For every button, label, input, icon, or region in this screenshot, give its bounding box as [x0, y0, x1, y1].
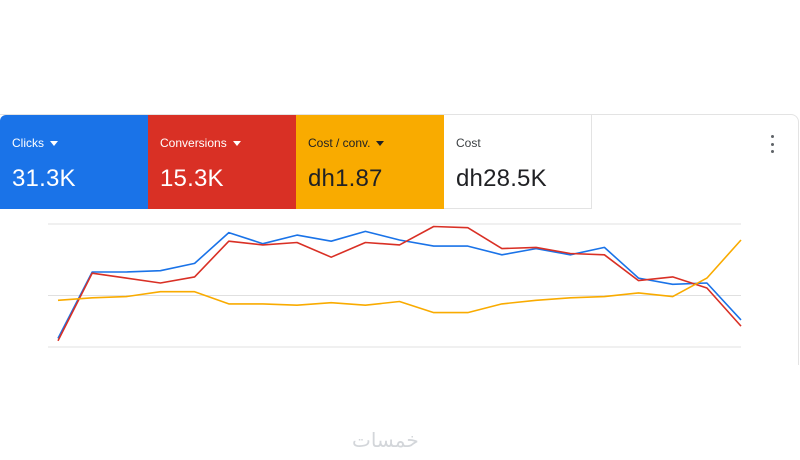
series-line-cost-conv-: [57, 239, 742, 314]
series-line-clicks: [57, 230, 742, 339]
performance-card: Clicks 31.3K Conversions 15.3K Cost / co…: [0, 114, 799, 365]
metric-label-clicks: Clicks: [12, 135, 136, 151]
metric-label-conversions: Conversions: [160, 135, 284, 151]
metric-value-cost: dh28.5K: [456, 165, 547, 192]
metric-value-cost-per-conversion: dh1.87: [308, 165, 383, 192]
more-vert-icon[interactable]: [764, 135, 780, 153]
metric-value-clicks: 31.3K: [12, 165, 76, 192]
watermark-logo: خمسات: [352, 428, 419, 452]
metric-value-conversions: 15.3K: [160, 165, 224, 192]
metric-tile-clicks[interactable]: Clicks 31.3K: [0, 115, 148, 209]
performance-line-chart: [48, 223, 742, 348]
metric-label-cost-per-conversion: Cost / conv.: [308, 135, 432, 151]
series-line-conversions: [57, 225, 742, 342]
metric-tile-cost[interactable]: Cost dh28.5K: [444, 115, 592, 209]
caret-down-icon[interactable]: [232, 141, 241, 146]
metric-tile-cost-per-conversion[interactable]: Cost / conv. dh1.87: [296, 115, 444, 209]
caret-down-icon[interactable]: [376, 141, 385, 146]
metric-label-cost: Cost: [456, 136, 481, 150]
metric-tile-conversions[interactable]: Conversions 15.3K: [148, 115, 296, 209]
caret-down-icon[interactable]: [50, 141, 58, 146]
